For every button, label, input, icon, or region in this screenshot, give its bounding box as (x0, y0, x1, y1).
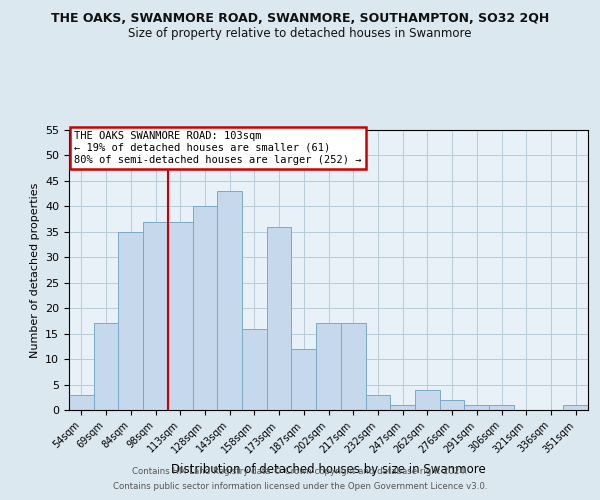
Bar (292, 349, 316, 410)
Bar (69, 394, 94, 410)
Bar (267, 226, 292, 410)
Bar (341, 324, 365, 410)
Bar (365, 394, 390, 410)
Y-axis label: Number of detached properties: Number of detached properties (29, 182, 40, 358)
Bar (390, 405, 415, 410)
Bar (118, 232, 143, 410)
Bar (143, 222, 168, 410)
X-axis label: Distribution of detached houses by size in Swanmore: Distribution of detached houses by size … (171, 463, 486, 476)
Bar (316, 324, 341, 410)
Text: Size of property relative to detached houses in Swanmore: Size of property relative to detached ho… (128, 28, 472, 40)
Bar (242, 328, 267, 410)
Text: THE OAKS SWANMORE ROAD: 103sqm
← 19% of detached houses are smaller (61)
80% of : THE OAKS SWANMORE ROAD: 103sqm ← 19% of … (74, 132, 362, 164)
Bar (168, 222, 193, 410)
Text: THE OAKS, SWANMORE ROAD, SWANMORE, SOUTHAMPTON, SO32 2QH: THE OAKS, SWANMORE ROAD, SWANMORE, SOUTH… (51, 12, 549, 26)
Bar (193, 206, 217, 410)
Bar (94, 324, 118, 410)
Bar (563, 405, 588, 410)
Bar (415, 390, 440, 410)
Text: Contains public sector information licensed under the Open Government Licence v3: Contains public sector information licen… (113, 482, 487, 491)
Bar (464, 405, 489, 410)
Bar (217, 191, 242, 410)
Bar (489, 405, 514, 410)
Bar (440, 400, 464, 410)
Text: Contains HM Land Registry data © Crown copyright and database right 2024.: Contains HM Land Registry data © Crown c… (132, 467, 468, 476)
